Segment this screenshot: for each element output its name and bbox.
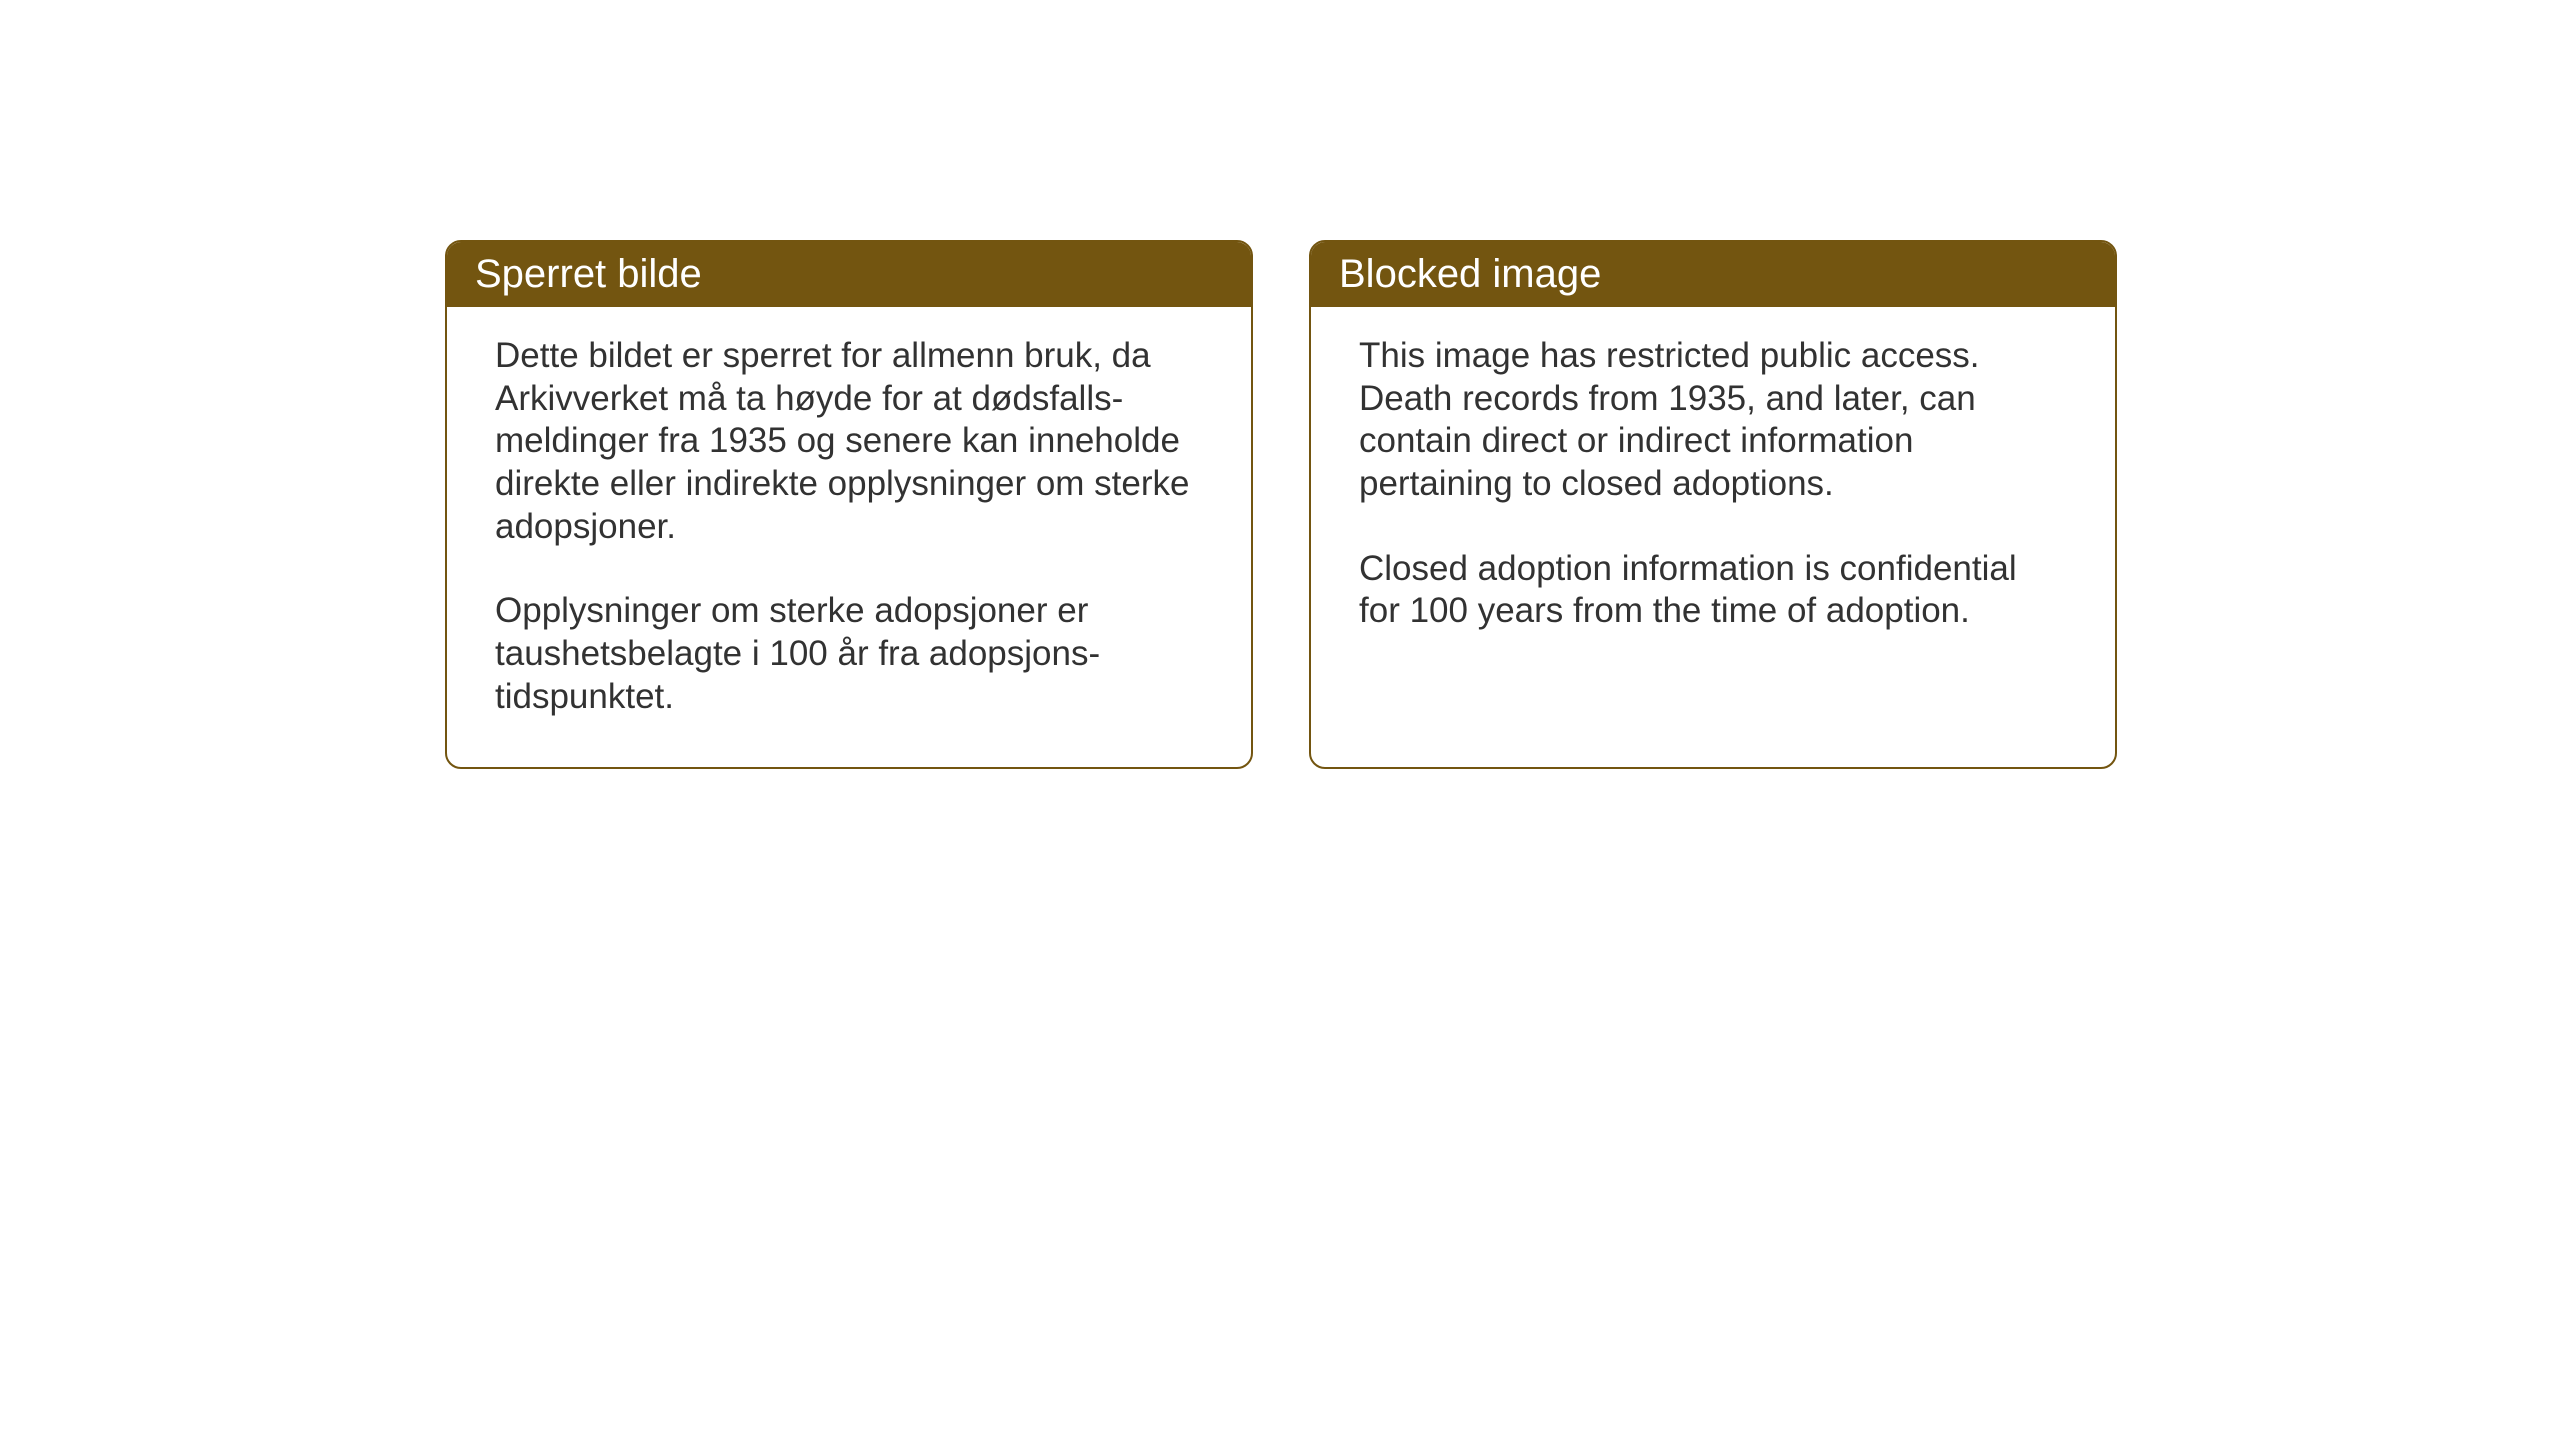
english-card-title: Blocked image bbox=[1311, 242, 2115, 307]
norwegian-paragraph-1: Dette bildet er sperret for allmenn bruk… bbox=[495, 335, 1203, 548]
notice-container: Sperret bilde Dette bildet er sperret fo… bbox=[445, 240, 2117, 769]
norwegian-paragraph-2: Opplysninger om sterke adopsjoner er tau… bbox=[495, 590, 1203, 718]
norwegian-notice-card: Sperret bilde Dette bildet er sperret fo… bbox=[445, 240, 1253, 769]
norwegian-card-title: Sperret bilde bbox=[447, 242, 1251, 307]
english-paragraph-2: Closed adoption information is confident… bbox=[1359, 548, 2067, 633]
english-paragraph-1: This image has restricted public access.… bbox=[1359, 335, 2067, 506]
english-card-body: This image has restricted public access.… bbox=[1311, 307, 2115, 681]
english-notice-card: Blocked image This image has restricted … bbox=[1309, 240, 2117, 769]
norwegian-card-body: Dette bildet er sperret for allmenn bruk… bbox=[447, 307, 1251, 767]
